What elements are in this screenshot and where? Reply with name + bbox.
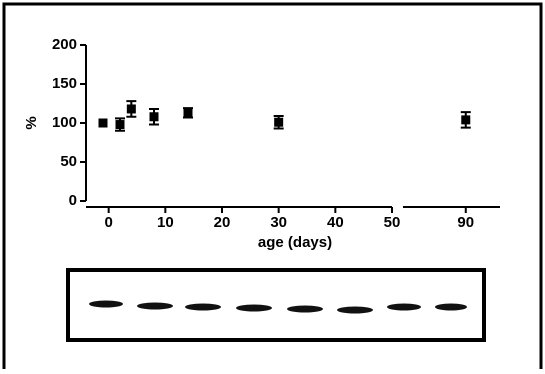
y-tick-label: 50 (60, 153, 77, 170)
band (89, 301, 123, 308)
x-tick-label: 0 (104, 214, 112, 231)
x-tick-label: 10 (157, 214, 174, 231)
y-tick-label: 100 (52, 114, 77, 131)
x-tick-label: 50 (384, 214, 401, 231)
band (387, 304, 421, 311)
point (116, 120, 125, 129)
point (150, 112, 159, 121)
x-axis-label: age (days) (258, 234, 332, 251)
y-tick-label: 200 (52, 36, 77, 53)
y-tick-label: 0 (69, 192, 77, 209)
band (337, 307, 373, 314)
x-tick-label: 40 (327, 214, 344, 231)
y-tick-label: 150 (52, 75, 77, 92)
point (184, 108, 193, 117)
point (461, 115, 470, 124)
x-tick-label: 30 (270, 214, 287, 231)
band (137, 303, 173, 310)
point (127, 104, 136, 113)
blot-frame (68, 270, 484, 340)
x-tick-label: 90 (457, 214, 474, 231)
point (99, 119, 108, 128)
x-tick-label: 20 (214, 214, 231, 231)
figure: % age (days) 0 50 100 150 200 0 10 20 30 40 50 90 (0, 0, 545, 369)
y-axis-label: % (23, 116, 40, 129)
band (287, 306, 323, 313)
band (236, 305, 272, 312)
band (435, 304, 467, 311)
point (274, 118, 283, 127)
band (185, 304, 221, 311)
blot (68, 270, 484, 340)
